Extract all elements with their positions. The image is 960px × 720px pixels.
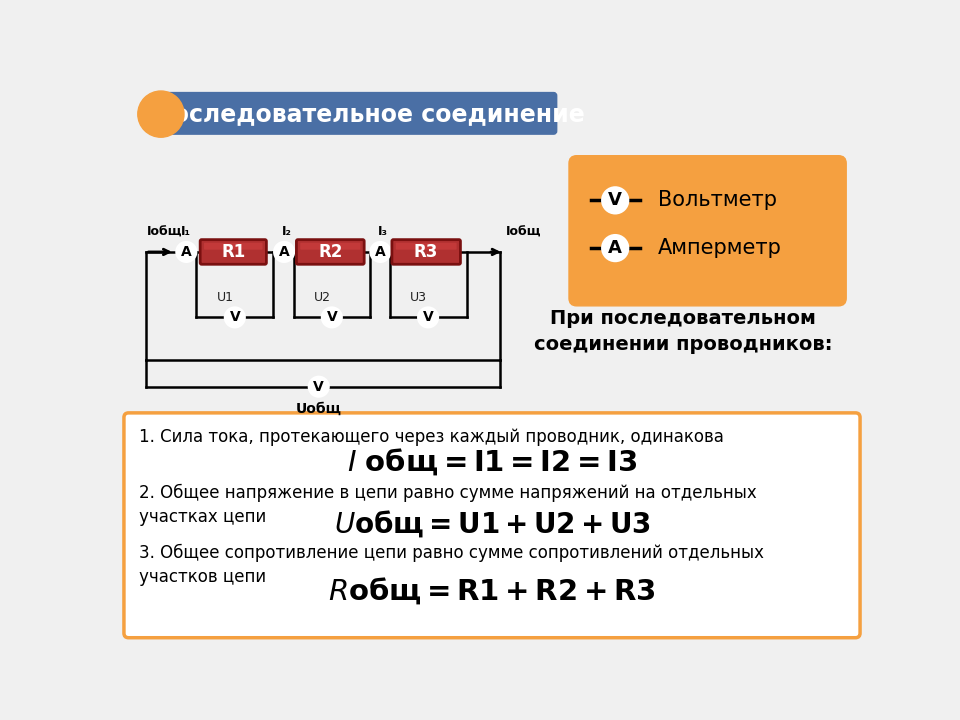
Text: Амперметр: Амперметр (658, 238, 781, 258)
Text: U3: U3 (410, 291, 427, 304)
Text: V: V (609, 192, 622, 210)
FancyBboxPatch shape (204, 243, 262, 250)
FancyBboxPatch shape (300, 243, 360, 250)
Text: A: A (180, 245, 192, 259)
Circle shape (602, 187, 628, 213)
Text: Uобщ: Uобщ (296, 402, 342, 416)
Text: Iобщ: Iобщ (506, 225, 541, 238)
Text: I₃: I₃ (377, 225, 388, 238)
Circle shape (138, 91, 184, 138)
Circle shape (602, 235, 628, 261)
Text: V: V (422, 310, 434, 325)
FancyBboxPatch shape (392, 240, 461, 264)
Circle shape (177, 242, 196, 262)
Circle shape (322, 307, 342, 328)
Text: Iобщ: Iобщ (147, 225, 182, 238)
FancyBboxPatch shape (569, 156, 846, 306)
Text: 1. Сила тока, протекающего через каждый проводник, одинакова: 1. Сила тока, протекающего через каждый … (139, 428, 724, 446)
Text: V: V (313, 379, 324, 394)
Text: $\mathit{I}$ $\mathbf{общ = I1 = I2 = I3}$: $\mathit{I}$ $\mathbf{общ = I1 = I2 = I3… (347, 446, 637, 477)
Text: R2: R2 (318, 243, 343, 261)
Text: A: A (375, 245, 386, 259)
FancyBboxPatch shape (297, 240, 364, 264)
Text: V: V (326, 310, 337, 325)
Text: A: A (609, 239, 622, 257)
Text: I₂: I₂ (281, 225, 291, 238)
Text: Вольтметр: Вольтметр (658, 190, 777, 210)
Text: R1: R1 (221, 243, 246, 261)
Text: V: V (229, 310, 240, 325)
Text: При последовательном
соединении проводников:: При последовательном соединении проводни… (534, 308, 832, 354)
Text: U1: U1 (217, 291, 234, 304)
Text: 2. Общее напряжение в цепи равно сумме напряжений на отдельных
участках цепи: 2. Общее напряжение в цепи равно сумме н… (139, 484, 757, 526)
Circle shape (371, 242, 391, 262)
Text: R3: R3 (414, 243, 439, 261)
FancyBboxPatch shape (165, 93, 557, 134)
Text: A: A (278, 245, 290, 259)
Text: I₁: I₁ (181, 225, 191, 238)
FancyBboxPatch shape (396, 243, 457, 250)
Circle shape (225, 307, 245, 328)
Text: 3. Общее сопротивление цепи равно сумме сопротивлений отдельных
участков цепи: 3. Общее сопротивление цепи равно сумме … (139, 544, 764, 585)
Circle shape (309, 377, 328, 397)
Circle shape (275, 242, 294, 262)
Circle shape (418, 307, 438, 328)
Text: $\mathit{U}\mathbf{общ = U1 + U2+ U3}$: $\mathit{U}\mathbf{общ = U1 + U2+ U3}$ (333, 508, 651, 539)
Text: Последовательное соединение: Последовательное соединение (153, 102, 585, 126)
Text: U2: U2 (314, 291, 331, 304)
FancyBboxPatch shape (124, 413, 860, 638)
FancyBboxPatch shape (201, 240, 266, 264)
Text: $\mathit{R}\mathbf{общ = R1 + R2+ R3}$: $\mathit{R}\mathbf{общ = R1 + R2+ R3}$ (328, 575, 656, 606)
